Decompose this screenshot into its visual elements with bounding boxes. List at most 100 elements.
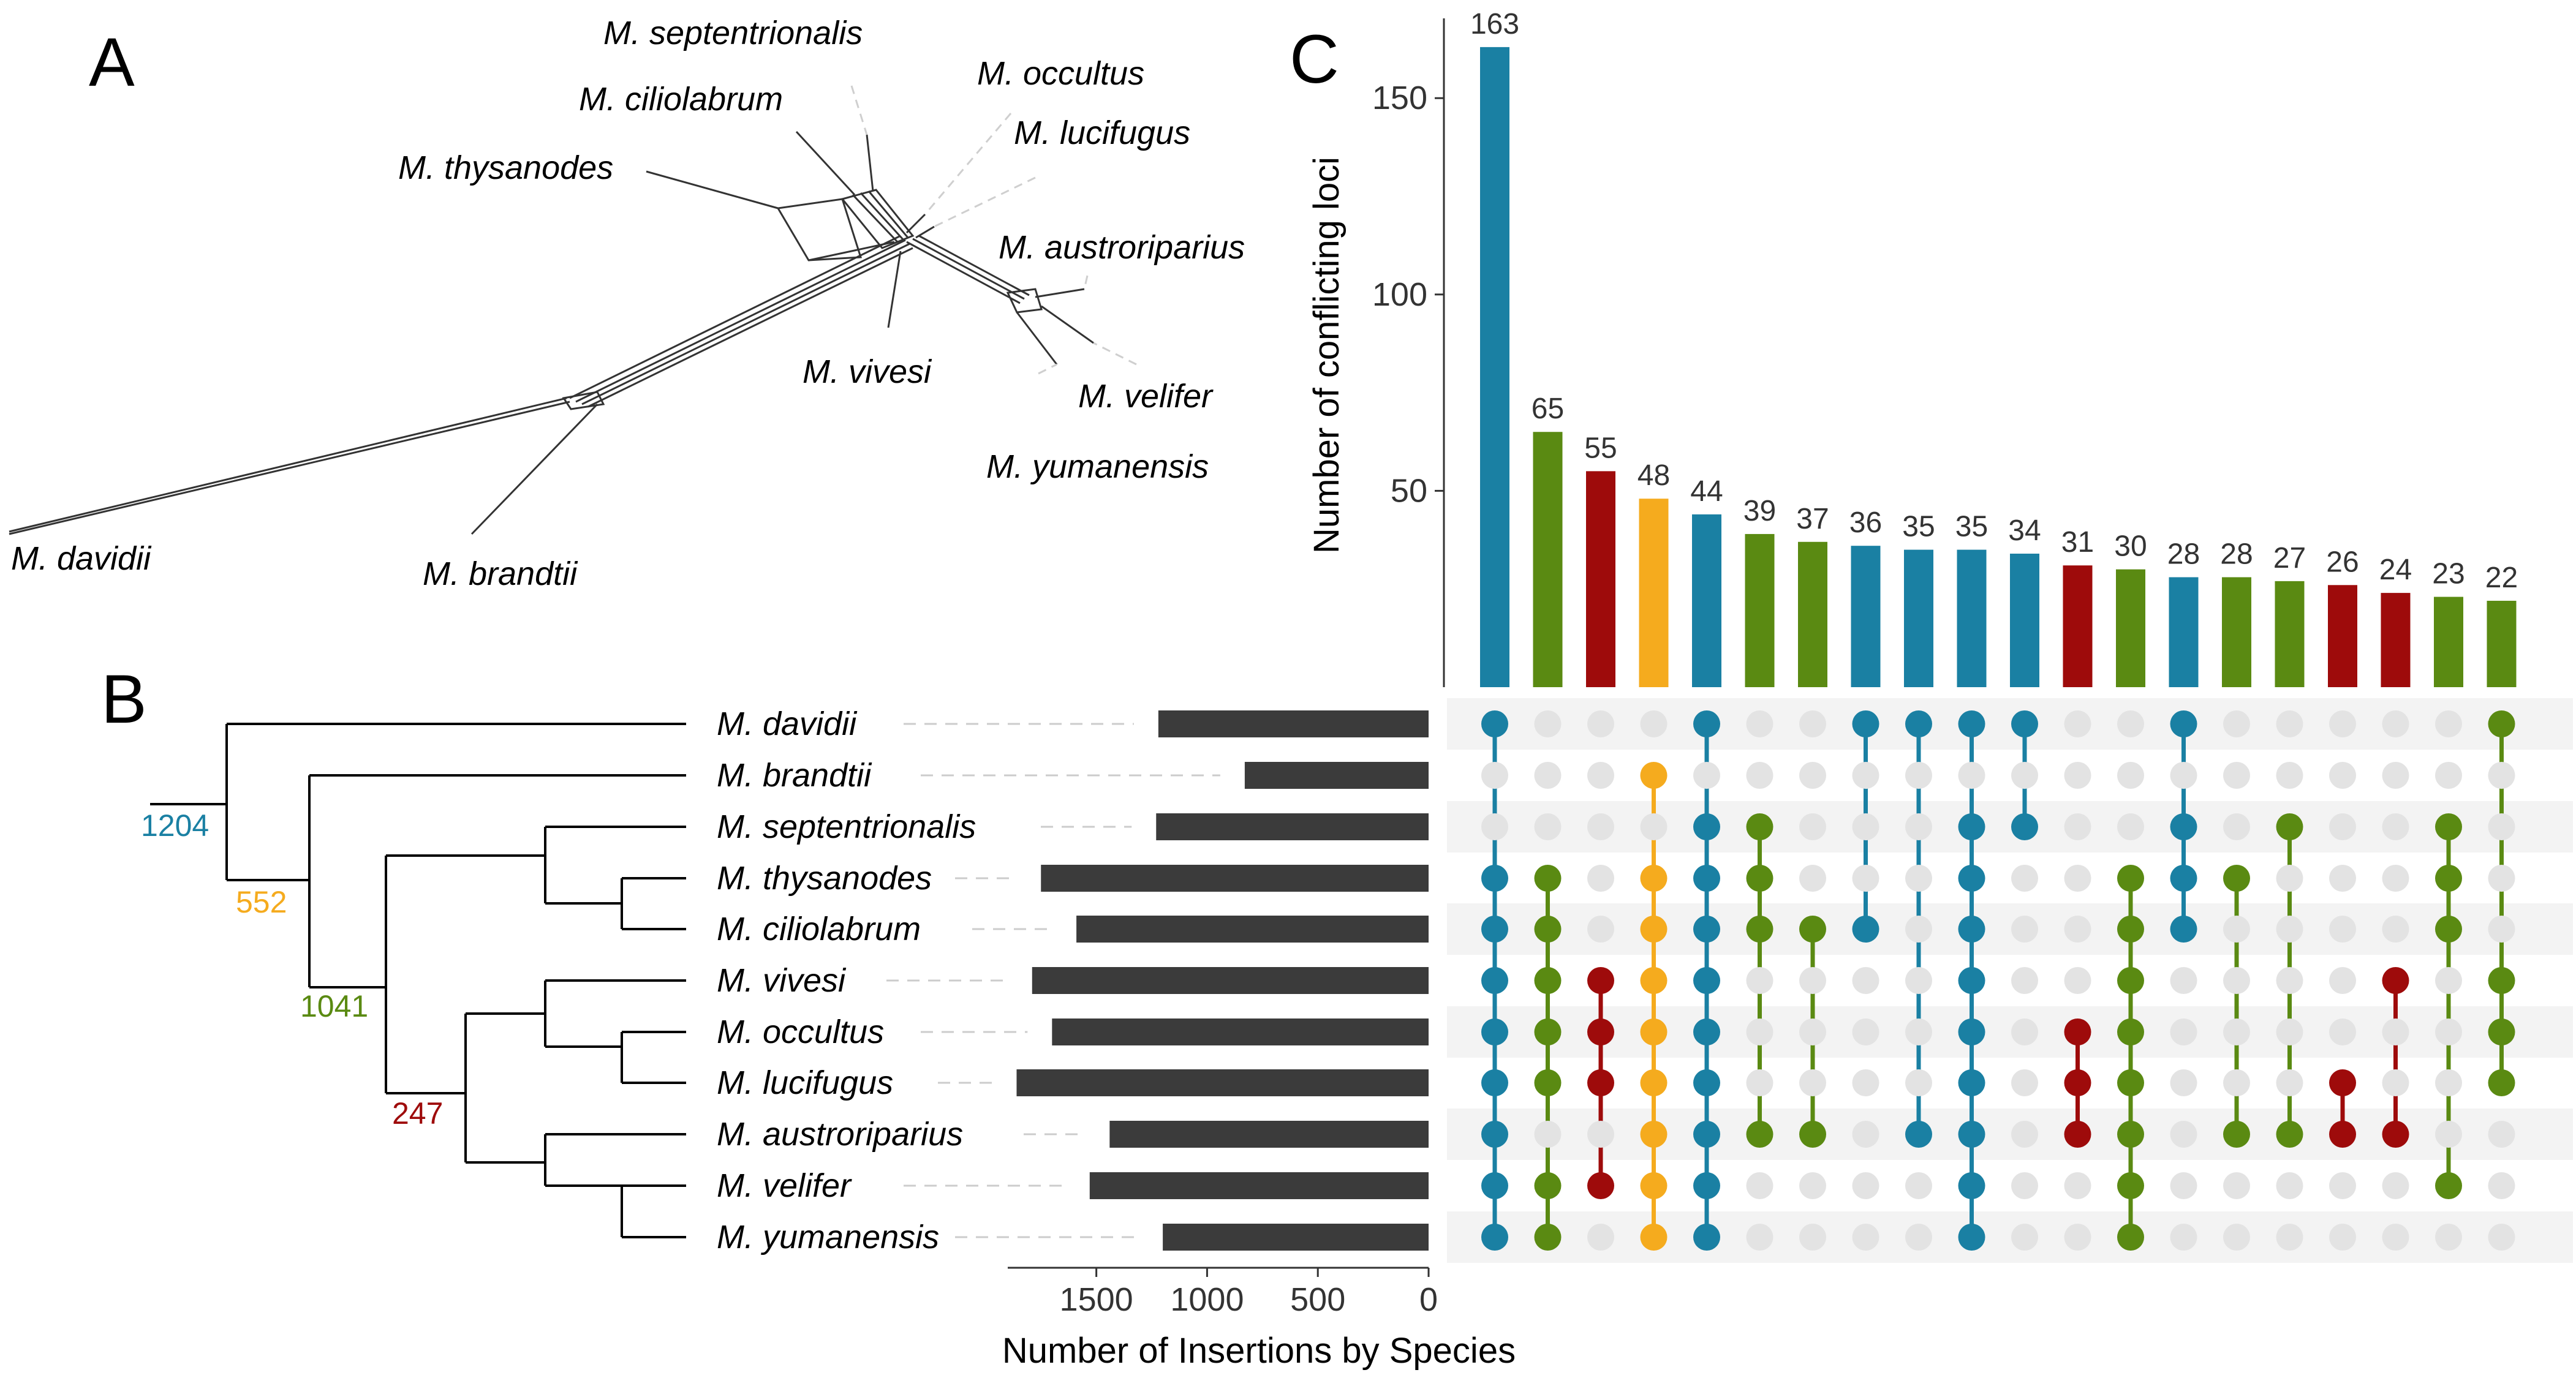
matrix-dot-empty	[1799, 967, 1826, 994]
intersection-count-label: 30	[2114, 530, 2147, 563]
matrix-dot-filled	[2435, 813, 2462, 840]
matrix-dot-empty	[2276, 865, 2303, 892]
matrix-dot-empty	[1852, 1018, 1879, 1045]
matrix-dot-filled	[2435, 865, 2462, 892]
matrix-dot-filled	[1534, 1224, 1562, 1251]
matrix-dot-empty	[2170, 762, 2197, 789]
intersection-bar	[2222, 577, 2251, 687]
network-label: M. brandtii	[423, 555, 578, 592]
matrix-dot-empty	[2011, 1069, 2038, 1096]
matrix-dot-empty	[1905, 813, 1932, 840]
matrix-dot-empty	[2435, 1018, 2462, 1045]
species-label: M. lucifugus	[717, 1064, 893, 1101]
matrix-dot-filled	[1587, 1172, 1614, 1199]
setsize-bar	[1032, 967, 1429, 994]
setsize-tick-label: 0	[1419, 1281, 1438, 1318]
matrix-dot-filled	[2064, 1121, 2091, 1148]
matrix-dot-empty	[1481, 813, 1508, 840]
matrix-dot-empty	[2382, 710, 2409, 737]
matrix-dot-filled	[1640, 1172, 1668, 1199]
intersection-count-label: 37	[1796, 503, 1829, 535]
matrix-dot-empty	[1640, 710, 1668, 737]
setsize-bar	[1089, 1172, 1429, 1199]
setsize-bar	[1244, 762, 1429, 789]
network-label: M. occultus	[977, 55, 1144, 92]
matrix-dot-filled	[1534, 1172, 1562, 1199]
matrix-dot-empty	[1799, 1224, 1826, 1251]
matrix-dot-filled	[1481, 1224, 1508, 1251]
matrix-dot-empty	[2382, 1018, 2409, 1045]
intersection-bar	[2169, 577, 2199, 687]
matrix-dot-empty	[1799, 762, 1826, 789]
matrix-dot-empty	[2064, 762, 2091, 789]
setsize-tick-label: 1000	[1170, 1281, 1244, 1318]
matrix-dot-filled	[1640, 916, 1668, 943]
y-axis-title: Number of conflicting loci	[1307, 157, 1347, 554]
matrix-dot-filled	[1852, 710, 1879, 737]
matrix-dot-filled	[1958, 916, 1985, 943]
matrix-dot-filled	[2011, 710, 2038, 737]
setsize-bar	[1163, 1224, 1429, 1251]
matrix-dot-filled	[2170, 865, 2197, 892]
matrix-dot-filled	[1958, 1018, 1985, 1045]
matrix-dot-filled	[1481, 967, 1508, 994]
matrix-dot-filled	[1534, 865, 1562, 892]
matrix-dot-empty	[2117, 710, 2144, 737]
species-label: M. brandtii	[717, 757, 872, 794]
network-label: M. vivesi	[803, 353, 932, 390]
matrix-dot-filled	[2382, 967, 2409, 994]
matrix-dot-empty	[1746, 967, 1773, 994]
matrix-dot-empty	[1852, 1172, 1879, 1199]
intersection-bar	[2487, 600, 2517, 687]
intersection-count-label: 28	[2220, 538, 2253, 570]
setsize-ticks: 1500 1000 500 0	[1060, 1268, 1438, 1318]
intersection-bars	[1480, 47, 2517, 688]
matrix-dot-empty	[1587, 1121, 1614, 1148]
matrix-dot-empty	[2223, 967, 2250, 994]
matrix-dot-empty	[1958, 762, 1985, 789]
matrix-dot-empty	[1587, 813, 1614, 840]
matrix-dot-filled	[2170, 710, 2197, 737]
matrix-dot-empty	[2011, 1224, 2038, 1251]
matrix-dot-filled	[1693, 813, 1720, 840]
setsize-bar	[1041, 865, 1429, 892]
matrix-dot-filled	[1587, 1069, 1614, 1096]
matrix-dot-empty	[1587, 916, 1614, 943]
matrix-dot-filled	[2435, 916, 2462, 943]
matrix-dot-empty	[2329, 1172, 2356, 1199]
matrix-dot-filled	[2276, 813, 2303, 840]
matrix-dot-empty	[2435, 1069, 2462, 1096]
matrix-dot-empty	[1852, 762, 1879, 789]
matrix-dot-empty	[1852, 967, 1879, 994]
panel-c-letter: C	[1290, 21, 1339, 97]
matrix-dot-filled	[1587, 967, 1614, 994]
matrix-dot-filled	[1640, 967, 1668, 994]
matrix-dot-empty	[1534, 710, 1562, 737]
intersection-count-label: 48	[1637, 459, 1670, 492]
matrix-dot-filled	[2117, 1224, 2144, 1251]
matrix-dot-empty	[1852, 1121, 1879, 1148]
matrix-dot-empty	[1746, 1224, 1773, 1251]
intersection-bar	[2381, 593, 2411, 687]
matrix-dot-filled	[1534, 1069, 1562, 1096]
matrix-dot-filled	[1481, 916, 1508, 943]
species-label: M. vivesi	[717, 962, 847, 999]
matrix-dot-filled	[2117, 865, 2144, 892]
matrix-dot-filled	[2276, 1121, 2303, 1148]
species-label: M. austroriparius	[717, 1116, 963, 1153]
intersection-count-label: 27	[2273, 542, 2306, 574]
matrix-dot-filled	[2382, 1121, 2409, 1148]
matrix-dot-filled	[1746, 1121, 1773, 1148]
setsize-bars	[1016, 710, 1429, 1251]
matrix-dot-empty	[2382, 865, 2409, 892]
intersection-count-label: 34	[2008, 514, 2041, 547]
matrix-dot-empty	[1905, 865, 1932, 892]
matrix-dot-filled	[1958, 710, 1985, 737]
setsize-bar	[1016, 1069, 1429, 1096]
matrix-dot-empty	[2011, 762, 2038, 789]
matrix-dot-empty	[2329, 710, 2356, 737]
matrix-dot-empty	[2329, 1224, 2356, 1251]
matrix-dot-empty	[2435, 1121, 2462, 1148]
species-label: M. thysanodes	[717, 860, 932, 897]
